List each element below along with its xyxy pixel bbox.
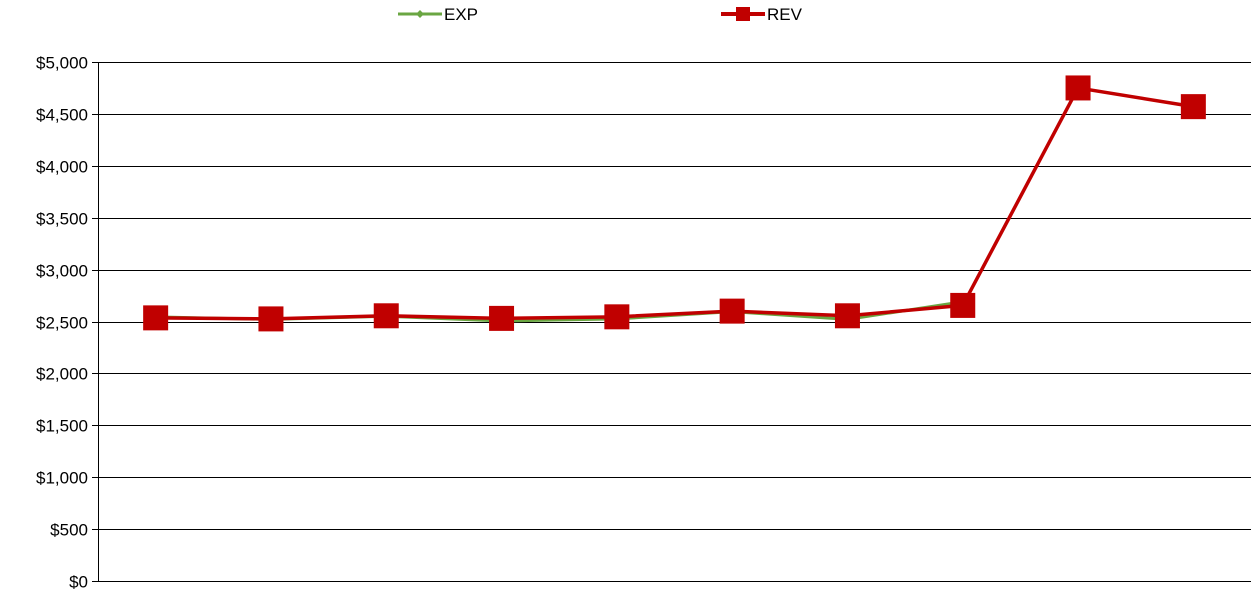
series-lines: [143, 75, 1206, 332]
data-point-rev: [143, 305, 169, 331]
legend-label-rev: REV: [767, 5, 803, 24]
y-tick-label: $500: [50, 521, 88, 540]
data-point-rev: [1065, 75, 1091, 101]
data-point-rev: [489, 305, 515, 331]
data-point-rev: [1180, 94, 1206, 120]
legend-label-exp: EXP: [444, 5, 478, 24]
y-tick-label: $4,500: [36, 106, 88, 125]
y-tick-label: $3,500: [36, 210, 88, 229]
data-point-rev: [604, 304, 630, 330]
y-tick-label: $3,000: [36, 262, 88, 281]
data-point-rev: [258, 306, 284, 332]
y-tick-label: $5,000: [36, 54, 88, 73]
y-tick-label: $1,500: [36, 417, 88, 436]
gridlines: [98, 62, 1251, 530]
y-tick-label: $2,000: [36, 365, 88, 384]
data-point-rev: [373, 303, 399, 329]
legend-marker-exp: [416, 10, 424, 18]
y-tick-labels: $0 $500 $1,000 $1,500 $2,000 $2,500 $3,000 $3,5…: [36, 54, 88, 592]
legend-marker-rev: [736, 7, 750, 21]
data-point-rev: [834, 303, 860, 329]
series-line-rev: [155, 86, 1194, 321]
y-tick-label: $4,000: [36, 158, 88, 177]
series-rev: [143, 75, 1206, 332]
data-point-rev: [950, 292, 976, 318]
y-tick-label: $0: [69, 573, 88, 592]
y-tick-label: $1,000: [36, 469, 88, 488]
legend-item-exp: EXP: [398, 5, 478, 24]
legend-item-rev: REV: [721, 5, 803, 24]
data-point-rev: [719, 298, 745, 324]
y-tick-label: $2,500: [36, 314, 88, 333]
legend: EXP REV: [398, 5, 803, 24]
axes: [92, 62, 1251, 582]
